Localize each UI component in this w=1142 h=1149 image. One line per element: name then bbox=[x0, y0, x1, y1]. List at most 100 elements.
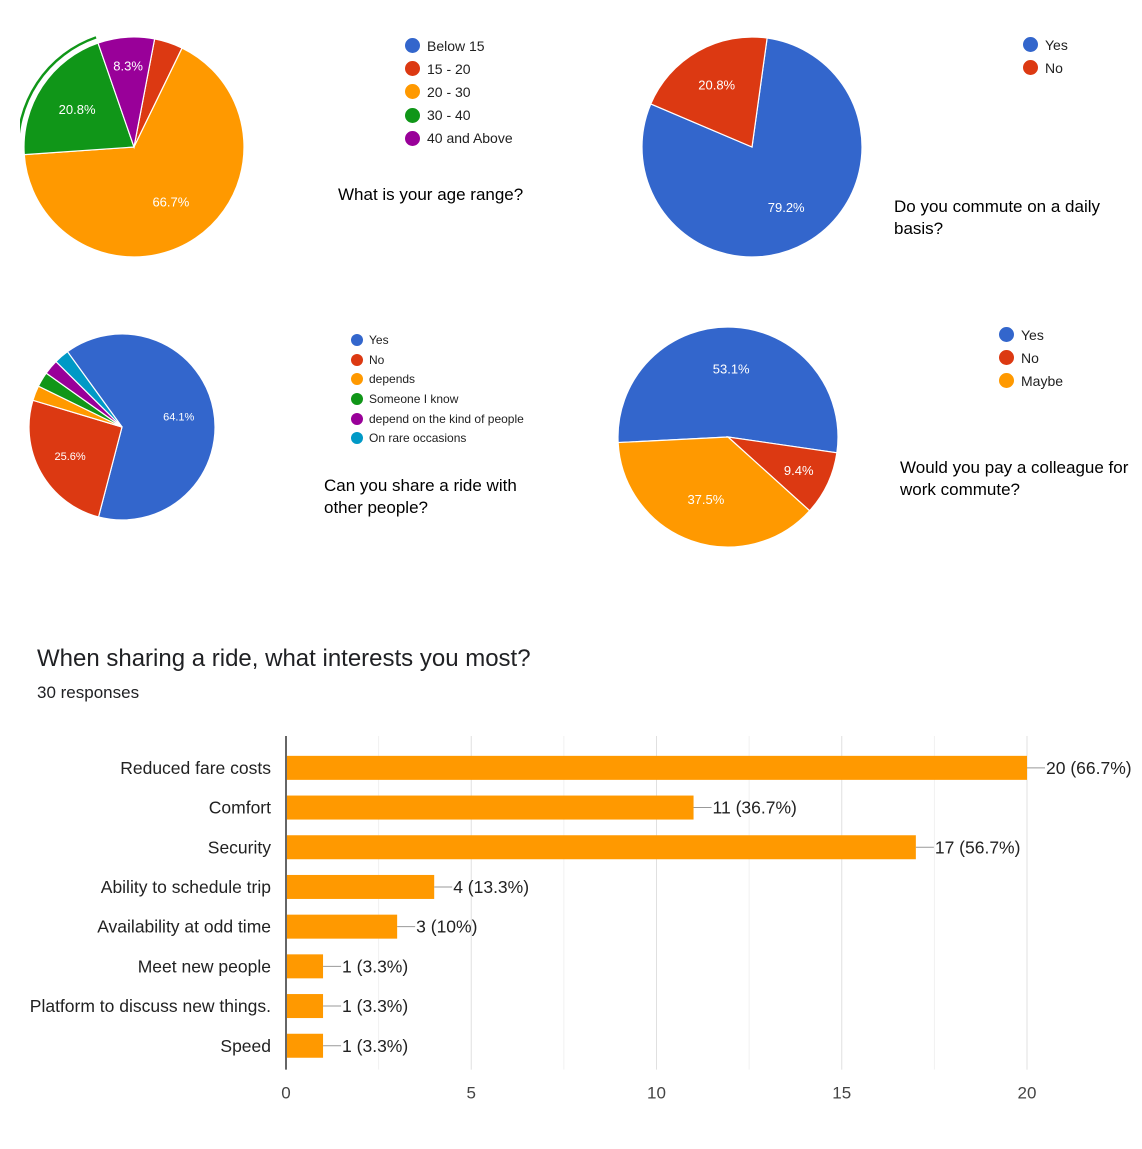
legend-label: No bbox=[1045, 59, 1063, 76]
legend-item[interactable]: No bbox=[351, 350, 524, 370]
bar[interactable] bbox=[287, 795, 694, 820]
legend-swatch bbox=[999, 327, 1014, 343]
legend-swatch bbox=[351, 432, 363, 445]
legend-swatch bbox=[405, 61, 420, 77]
legend-swatch bbox=[351, 412, 363, 425]
age-range-legend: Below 15 15 - 20 20 - 30 30 - 40 40 and … bbox=[405, 34, 513, 150]
share-ride-pie: 64.1% 25.6% bbox=[28, 333, 216, 521]
bar-chart-title: When sharing a ride, what interests you … bbox=[37, 645, 531, 672]
pie-slice-label: 8.3% bbox=[113, 59, 143, 74]
legend-label: On rare occasions bbox=[369, 431, 467, 446]
category-label: Comfort bbox=[209, 798, 271, 818]
bar[interactable] bbox=[287, 835, 916, 860]
pie-slice-label: 64.1% bbox=[163, 411, 194, 423]
legend-label: 20 - 30 bbox=[427, 83, 471, 100]
pie-slice-label: 20.8% bbox=[59, 102, 96, 117]
pie-slice[interactable] bbox=[617, 436, 811, 548]
category-label: Security bbox=[208, 837, 271, 857]
pie-slice-label: 25.6% bbox=[54, 451, 85, 463]
pie-slice[interactable] bbox=[55, 350, 123, 428]
legend-label: Someone I know bbox=[369, 391, 459, 406]
category-label: Meet new people bbox=[138, 956, 271, 976]
bar[interactable] bbox=[287, 755, 1027, 780]
pay-colleague-pie: 53.1% 9.4% 37.5% bbox=[617, 326, 839, 548]
interests-bar-chart: Reduced fare costs 20 (66.7%) Comfort 11 (3… bbox=[30, 736, 1132, 1100]
legend-label: 40 and Above bbox=[427, 130, 513, 147]
legend-item[interactable]: 30 - 40 bbox=[405, 104, 513, 127]
legend-label: Below 15 bbox=[427, 37, 485, 54]
value-label: 1 (3.3%) bbox=[342, 956, 408, 976]
legend-item[interactable]: Below 15 bbox=[405, 34, 513, 57]
legend-swatch bbox=[1023, 60, 1038, 76]
daily-commute-legend: Yes No bbox=[1023, 33, 1068, 79]
category-label: Reduced fare costs bbox=[120, 758, 271, 778]
legend-label: Yes bbox=[1045, 36, 1068, 53]
legend-item[interactable]: 40 and Above bbox=[405, 127, 513, 150]
x-tick-label: 15 bbox=[832, 1084, 851, 1100]
pie-slice[interactable] bbox=[66, 333, 216, 521]
pie-slice-label: 9.4% bbox=[784, 463, 814, 478]
legend-label: depends bbox=[369, 372, 416, 387]
legend-swatch bbox=[351, 392, 363, 405]
legend-item[interactable]: depend on the kind of people bbox=[351, 409, 524, 429]
pie-slice[interactable] bbox=[617, 326, 839, 454]
share-ride-legend: Yes No depends Someone I know depend on … bbox=[351, 330, 524, 448]
legend-label: Yes bbox=[1021, 326, 1044, 343]
legend-item[interactable]: Maybe bbox=[999, 369, 1063, 392]
value-label: 20 (66.7%) bbox=[1046, 758, 1132, 778]
legend-label: depend on the kind of people bbox=[369, 411, 524, 426]
legend-label: Yes bbox=[369, 332, 389, 347]
legend-swatch bbox=[999, 373, 1014, 389]
legend-item[interactable]: Yes bbox=[999, 323, 1063, 346]
question-share-ride: Can you share a ride with other people? bbox=[324, 476, 517, 517]
pie-slice[interactable] bbox=[23, 42, 135, 156]
category-label: Availability at odd time bbox=[97, 917, 271, 937]
value-label: 1 (3.3%) bbox=[342, 1036, 408, 1056]
bar[interactable] bbox=[287, 994, 324, 1019]
pie-slice[interactable] bbox=[28, 399, 123, 518]
selected-slice-outline bbox=[20, 36, 97, 135]
legend-item[interactable]: On rare occasions bbox=[351, 428, 524, 448]
pie-slice-label: 66.7% bbox=[152, 194, 189, 209]
legend-item[interactable]: Yes bbox=[1023, 33, 1068, 56]
legend-item[interactable]: 15 - 20 bbox=[405, 57, 513, 80]
bar[interactable] bbox=[287, 874, 435, 899]
bar-chart-subtitle: 30 responses bbox=[37, 683, 140, 702]
legend-label: 30 - 40 bbox=[427, 107, 471, 124]
legend-item[interactable]: Yes bbox=[351, 330, 524, 350]
value-label: 11 (36.7%) bbox=[713, 798, 797, 818]
question-daily-commute: Do you commute on a daily basis? bbox=[894, 197, 1100, 238]
legend-swatch bbox=[405, 38, 420, 54]
question-pay-colleague: Would you pay a colleague for work commu… bbox=[900, 458, 1129, 499]
pie-slice-label: 79.2% bbox=[768, 200, 805, 215]
legend-item[interactable]: No bbox=[999, 346, 1063, 369]
category-label: Platform to discuss new things. bbox=[30, 996, 271, 1016]
legend-swatch bbox=[351, 373, 363, 386]
legend-label: No bbox=[1021, 349, 1039, 366]
legend-swatch bbox=[405, 84, 420, 100]
category-label: Ability to schedule trip bbox=[101, 877, 271, 897]
x-tick-label: 10 bbox=[647, 1084, 666, 1100]
legend-item[interactable]: Someone I know bbox=[351, 389, 524, 409]
age-range-pie: 66.7% 20.8% 8.3% bbox=[20, 36, 245, 258]
bar[interactable] bbox=[287, 954, 324, 979]
pie-slice[interactable] bbox=[649, 36, 768, 148]
legend-label: No bbox=[369, 352, 385, 367]
pie-slice[interactable] bbox=[23, 47, 245, 258]
legend-swatch bbox=[351, 353, 363, 366]
legend-item[interactable]: depends bbox=[351, 369, 524, 389]
bar[interactable] bbox=[287, 1033, 324, 1058]
legend-swatch bbox=[999, 350, 1014, 366]
legend-label: Maybe bbox=[1021, 372, 1064, 389]
daily-commute-pie: 79.2% 20.8% bbox=[641, 36, 863, 258]
value-label: 17 (56.7%) bbox=[935, 837, 1021, 857]
pie-slice-label: 20.8% bbox=[698, 78, 735, 93]
pie-slice[interactable] bbox=[97, 36, 156, 150]
legend-label: 15 - 20 bbox=[427, 60, 471, 77]
pay-colleague-legend: Yes No Maybe bbox=[999, 323, 1063, 393]
legend-item[interactable]: No bbox=[1023, 56, 1068, 79]
legend-swatch bbox=[1023, 37, 1038, 53]
legend-item[interactable]: 20 - 30 bbox=[405, 80, 513, 103]
bar[interactable] bbox=[287, 914, 398, 939]
